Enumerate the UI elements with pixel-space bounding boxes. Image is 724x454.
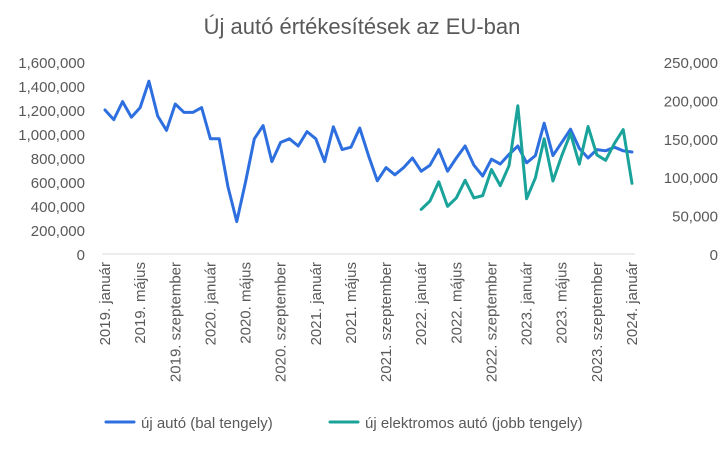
series-line-new-electric-car	[419, 104, 634, 211]
right-axis-tick-label: 200,000	[664, 93, 718, 110]
left-axis-tick-label: 1,400,000	[18, 79, 85, 96]
x-axis-tick-label: 2023. január	[519, 262, 536, 345]
x-axis-tick-label: 2019. január	[97, 262, 114, 345]
right-axis: 0 50,000 100,000 150,000 200,000 250,000	[664, 55, 718, 264]
x-axis-tick-label: 2019. szeptember	[167, 262, 184, 382]
legend-label-new-car: új autó (bal tengely)	[141, 415, 273, 432]
legend-label-new-electric-car: új elektromos autó (jobb tengely)	[365, 415, 583, 432]
left-axis-tick-label: 800,000	[31, 151, 85, 168]
x-axis-tick-label: 2020. május	[238, 262, 255, 344]
x-axis: 2019. január 2019. május 2019. szeptember 2…	[97, 253, 641, 382]
x-axis-tick-label: 2022. szeptember	[483, 262, 500, 382]
x-axis-tick-label: 2021. szeptember	[378, 262, 395, 382]
x-axis-tick-label: 2024. január	[624, 262, 641, 345]
x-axis-tick-label: 2020. szeptember	[273, 262, 290, 382]
series-line-new-car	[103, 79, 634, 224]
left-axis-tick-label: 600,000	[31, 175, 85, 192]
legend: új autó (bal tengely) új elektromos autó …	[104, 415, 583, 432]
x-axis-tick-label: 2022. május	[448, 262, 465, 344]
x-axis-tick-label: 2021. január	[308, 262, 325, 345]
right-axis-tick-label: 250,000	[664, 55, 718, 72]
x-axis-tick-label: 2022. január	[413, 262, 430, 345]
left-axis-tick-label: 0	[77, 247, 85, 264]
right-axis-tick-label: 0	[710, 247, 718, 264]
left-axis-tick-label: 1,600,000	[18, 55, 85, 72]
right-axis-tick-label: 150,000	[664, 132, 718, 149]
left-axis-tick-label: 1,200,000	[18, 103, 85, 120]
left-axis: 0 200,000 400,000 600,000 800,000 1,000,000 1,…	[18, 55, 85, 264]
left-axis-tick-label: 400,000	[31, 199, 85, 216]
right-axis-tick-label: 50,000	[672, 209, 718, 226]
x-axis-tick-label: 2020. január	[202, 262, 219, 345]
x-axis-tick-label: 2019. május	[132, 262, 149, 344]
chart-title: Új autó értékesítések az EU-ban	[204, 14, 521, 39]
left-axis-tick-label: 200,000	[31, 223, 85, 240]
x-axis-tick-label: 2021. május	[343, 262, 360, 344]
x-axis-tick-label: 2023. május	[554, 262, 571, 344]
right-axis-tick-label: 100,000	[664, 170, 718, 187]
x-axis-tick-label: 2023. szeptember	[589, 262, 606, 382]
series-layer	[103, 79, 634, 224]
left-axis-tick-label: 1,000,000	[18, 127, 85, 144]
